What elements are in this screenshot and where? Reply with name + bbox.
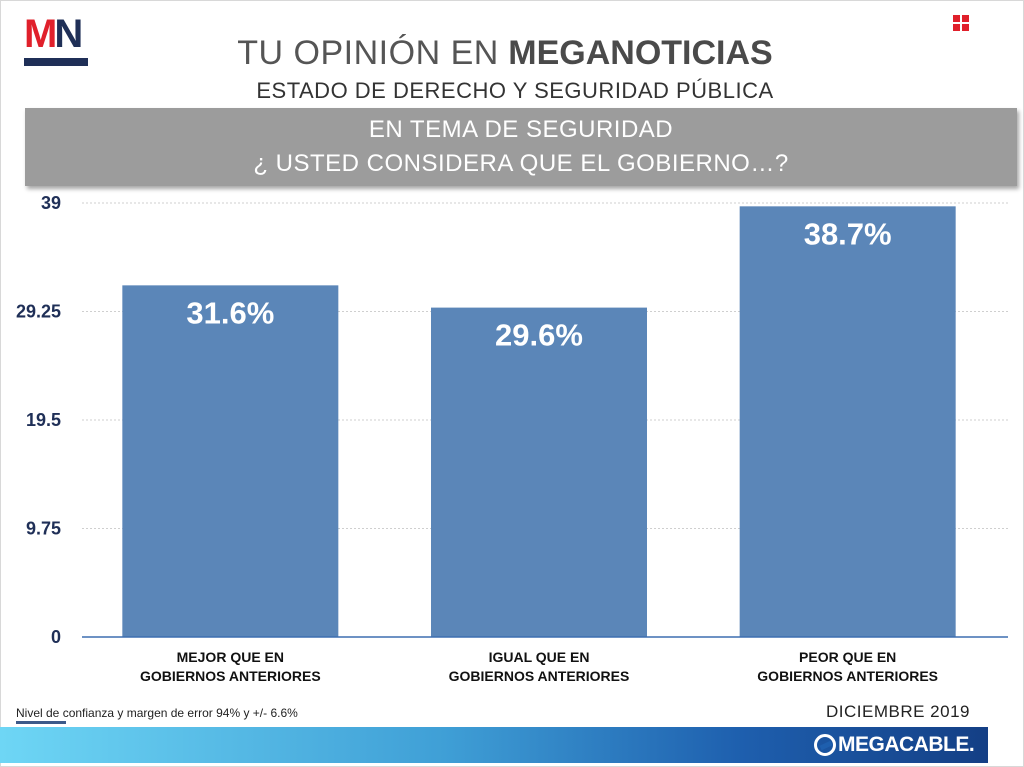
y-tick-label: 9.75 bbox=[26, 519, 61, 539]
megacable-brand: MEGACABLE. bbox=[814, 733, 975, 757]
y-tick-label: 29.25 bbox=[16, 302, 61, 322]
bar bbox=[431, 307, 647, 637]
grid-icon bbox=[953, 15, 969, 31]
x-tick-label: GOBIERNOS ANTERIORES bbox=[140, 668, 321, 684]
banner-line-2: ¿ USTED CONSIDERA QUE EL GOBIERNO…? bbox=[253, 150, 789, 177]
logo-underline bbox=[24, 58, 88, 66]
x-tick-label: GOBIERNOS ANTERIORES bbox=[757, 668, 938, 684]
logo-letter-n: N bbox=[54, 12, 83, 56]
title-light: TU OPINIÓN EN bbox=[237, 34, 499, 72]
y-tick-label: 19.5 bbox=[26, 410, 61, 430]
banner-line-1: EN TEMA DE SEGURIDAD bbox=[368, 116, 674, 143]
x-tick-label: PEOR QUE EN bbox=[799, 649, 896, 665]
x-tick-label: MEJOR QUE EN bbox=[177, 649, 284, 665]
mn-logo: MN bbox=[24, 14, 90, 66]
x-tick-label: GOBIERNOS ANTERIORES bbox=[449, 668, 630, 684]
footnote-underline bbox=[16, 721, 66, 724]
logo-letter-m: M bbox=[24, 12, 57, 56]
x-tick-label: IGUAL QUE EN bbox=[489, 649, 590, 665]
data-label: 29.6% bbox=[495, 318, 583, 353]
title-bold: MEGANOTICIAS bbox=[508, 34, 773, 72]
bar bbox=[122, 285, 339, 637]
y-tick-label: 39 bbox=[41, 193, 61, 213]
data-label: 31.6% bbox=[186, 295, 274, 330]
confidence-note: Nivel de confianza y margen de error 94%… bbox=[16, 706, 298, 720]
page-subtitle: ESTADO DE DERECHO Y SEGURIDAD PÚBLICA bbox=[256, 78, 774, 103]
megacable-swirl-icon bbox=[814, 734, 836, 756]
page-title: TU OPINIÓN EN MEGANOTICIAS bbox=[0, 34, 1010, 73]
survey-date: DICIEMBRE 2019 bbox=[826, 702, 970, 721]
y-tick-label: 0 bbox=[51, 627, 61, 647]
brand-label: MEGACABLE. bbox=[838, 733, 975, 756]
data-label: 38.7% bbox=[804, 216, 892, 251]
question-banner: EN TEMA DE SEGURIDAD ¿ USTED CONSIDERA Q… bbox=[25, 108, 1017, 186]
bar-chart: 0 9.75 19.5 29.25 39 31.6% MEJOR QUE EN GOBIERN… bbox=[16, 193, 1008, 684]
bar bbox=[739, 206, 956, 638]
